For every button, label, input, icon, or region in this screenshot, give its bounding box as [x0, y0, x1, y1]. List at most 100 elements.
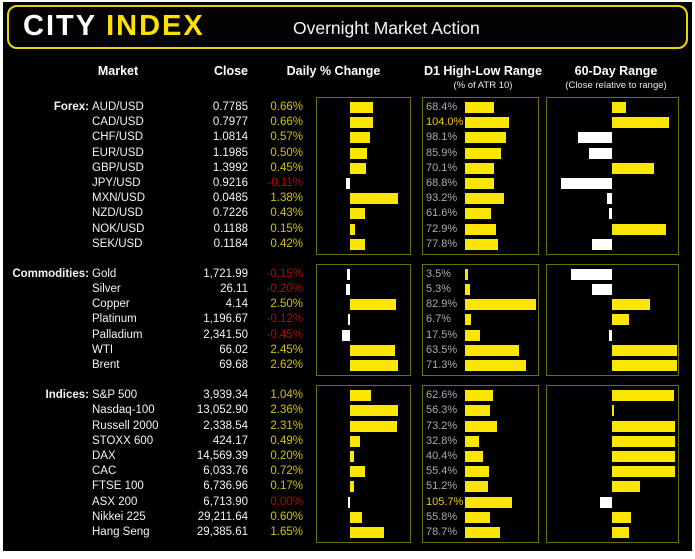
close-value: 0.9216	[212, 176, 248, 189]
range60-bar-row	[547, 358, 678, 373]
daily-pct-value: 2.36%	[270, 404, 303, 417]
daily-bar	[346, 177, 350, 189]
close-value: 0.7785	[212, 101, 248, 113]
d1-pct-label: 3.5%	[426, 267, 452, 280]
d1-bar-row: 61.6%	[423, 206, 538, 221]
group-label	[3, 495, 89, 510]
header-banner: CITY INDEX Overnight Market Action	[7, 5, 688, 49]
daily-pct-value: 0.66%	[270, 116, 303, 129]
daily-bar-row	[317, 115, 410, 130]
range60-bar	[612, 314, 629, 326]
range60-bar-row	[547, 237, 678, 252]
d1-bar	[465, 390, 493, 402]
close-value: 3,939.34	[203, 389, 248, 402]
d1-bar-row: 32.8%	[423, 434, 538, 449]
daily-bar-row	[317, 343, 410, 358]
daily-bar-row	[317, 464, 410, 479]
daily-bar-row	[317, 495, 410, 510]
table-row: Brent 69.68 2.62%	[3, 358, 316, 373]
d1-bar-row: 98.1%	[423, 130, 538, 145]
d1-bar-row: 104.0%	[423, 115, 538, 130]
close-value: 1,196.67	[203, 313, 248, 326]
group-label	[3, 510, 89, 525]
range60-chart	[546, 385, 679, 544]
d1-bar-row: 105.7%	[423, 495, 538, 510]
daily-bar	[350, 526, 384, 538]
daily-bar-row	[317, 176, 410, 191]
close-value: 29,385.61	[196, 525, 248, 538]
range60-bar-row	[547, 434, 678, 449]
d1-pct-label: 78.7%	[426, 525, 458, 538]
range60-bar	[612, 117, 670, 129]
market-name: CHF/USD	[92, 131, 144, 144]
daily-pct-value: 0.72%	[270, 465, 303, 478]
close-value: 69.68	[219, 359, 248, 371]
range60-bar	[592, 284, 612, 296]
daily-bar-row	[317, 434, 410, 449]
market-name: WTI	[92, 343, 114, 356]
daily-pct-value: 0.15%	[270, 222, 303, 235]
d1-pct-label: 68.4%	[426, 101, 458, 113]
table-row: Hang Seng 29,385.61 1.65%	[3, 525, 316, 540]
col-header-market: Market	[97, 64, 139, 78]
d1-bar-row: 6.7%	[423, 312, 538, 327]
close-value: 1.0814	[212, 131, 248, 144]
range60-bar-row	[547, 115, 678, 130]
table-row: DAX 14,569.39 0.20%	[3, 449, 316, 464]
market-group-section: Forex: AUD/USD 0.7785 0.66% CAD/USD 0.7977 0.6…	[3, 97, 692, 255]
d1-bar	[465, 314, 471, 326]
daily-bar-row	[317, 191, 410, 206]
range60-chart	[546, 263, 679, 377]
close-value: 4.14	[225, 298, 248, 311]
d1-bar	[465, 435, 480, 447]
d1-bar	[465, 481, 488, 493]
d1-pct-label: 51.2%	[426, 480, 458, 493]
d1-bar-row: 73.2%	[423, 419, 538, 434]
page-title: Overnight Market Action	[293, 18, 480, 38]
market-group-section: Commodities: Gold 1,721.99 -0.15% Silver 26.1…	[3, 263, 692, 377]
table-row: WTI 66.02 2.45%	[3, 343, 316, 358]
table-row: SEK/USD 0.1184 0.42%	[3, 237, 316, 252]
range60-bar-row	[547, 403, 678, 418]
close-value: 66.02	[219, 343, 248, 356]
daily-pct-value: 1.04%	[270, 389, 303, 402]
range60-bar-row	[547, 297, 678, 312]
d1-bar	[465, 344, 519, 356]
close-value: 26.11	[220, 283, 248, 296]
city-index-logo: CITY INDEX	[23, 10, 205, 43]
daily-pct-value: -0.11%	[267, 176, 303, 189]
daily-pct-value: 2.31%	[270, 419, 303, 432]
market-name: Russell 2000	[92, 419, 159, 432]
column-headers: Market Close Daily % Change D1 High-Low …	[3, 58, 692, 96]
d1-bar-row: 3.5%	[423, 267, 538, 282]
table-row: ASX 200 6,713.90 0.00%	[3, 495, 316, 510]
table-row: CHF/USD 1.0814 0.57%	[3, 130, 316, 145]
group-text-rows: Forex: AUD/USD 0.7785 0.66% CAD/USD 0.7977 0.6…	[3, 97, 316, 252]
market-name: GBP/USD	[92, 161, 144, 174]
daily-change-chart	[316, 263, 411, 377]
table-row: GBP/USD 1.3992 0.45%	[3, 161, 316, 176]
close-value: 29,211.64	[197, 510, 248, 523]
daily-bar	[350, 193, 398, 205]
daily-pct-value: -0.12%	[266, 313, 303, 326]
table-row: Platinum 1,196.67 -0.12%	[3, 312, 316, 327]
range60-bar	[612, 223, 666, 235]
daily-pct-value: 0.00%	[270, 495, 303, 508]
daily-bar	[348, 496, 350, 508]
range60-bar-row	[547, 495, 678, 510]
daily-pct-value: 2.50%	[270, 298, 303, 311]
table-row: NZD/USD 0.7226 0.43%	[3, 206, 316, 221]
group-label: Forex:	[53, 101, 89, 113]
close-value: 2,338.54	[203, 419, 248, 432]
col-subheader-atr: (% of ATR 10)	[453, 80, 513, 91]
range60-bar	[600, 496, 612, 508]
table-row: MXN/USD 0.0485 1.38%	[3, 191, 316, 206]
group-label	[3, 479, 89, 494]
daily-bar-row	[317, 267, 410, 282]
market-name: EUR/USD	[92, 146, 144, 159]
d1-pct-label: 71.3%	[426, 359, 458, 371]
daily-bar	[350, 435, 360, 447]
d1-bar	[465, 329, 480, 341]
table-row: Palladium 2,341.50 -0.45%	[3, 328, 316, 343]
range60-bar-row	[547, 161, 678, 176]
